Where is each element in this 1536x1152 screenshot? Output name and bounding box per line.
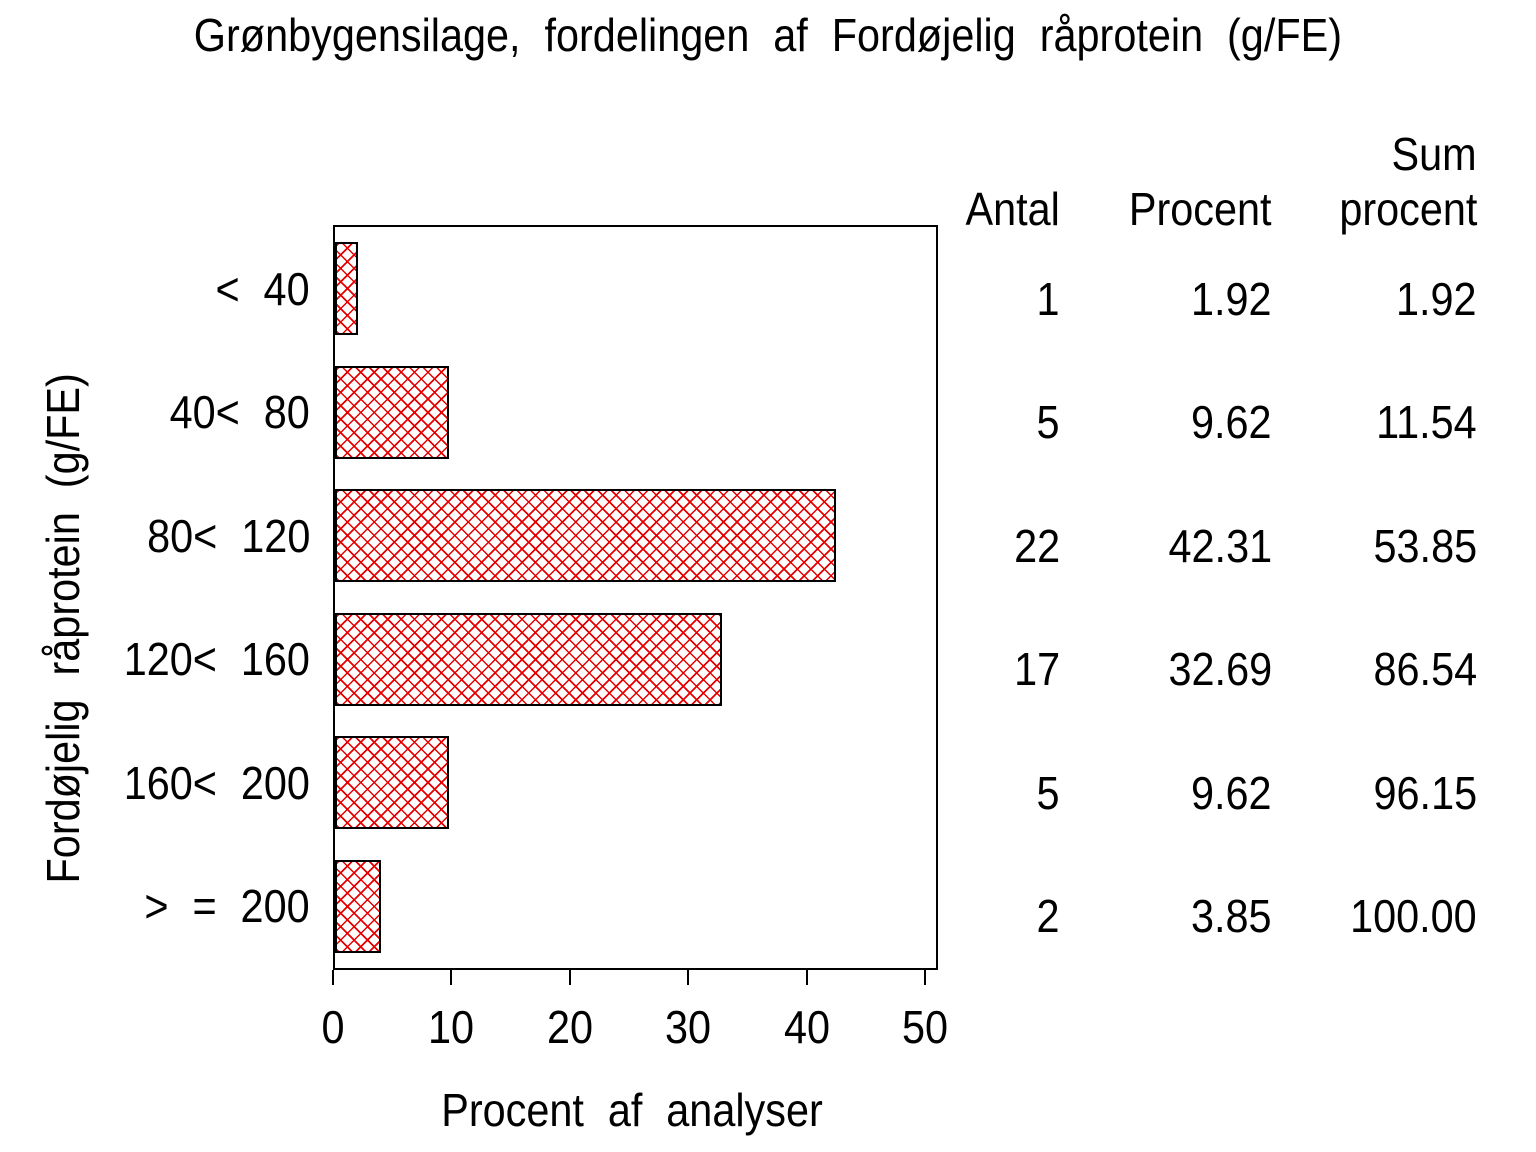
- table-header-sum-line1: Sum: [1391, 128, 1477, 180]
- x-tick-label: 50: [901, 1001, 949, 1053]
- x-tick: [924, 970, 926, 985]
- x-tick-label: 10: [428, 1001, 475, 1053]
- category-label: 80< 120: [146, 509, 310, 562]
- category-label: 40< 80: [169, 386, 310, 439]
- x-tick-label: 0: [321, 1001, 345, 1053]
- x-tick: [450, 970, 453, 985]
- table-cell-procent: 1.92: [1191, 272, 1272, 325]
- x-tick: [332, 970, 334, 985]
- table-header-antal: Antal: [965, 183, 1060, 235]
- x-tick-label: 30: [665, 1001, 712, 1053]
- y-axis-title: Fordøjelig råprotein (g/FE): [37, 373, 89, 884]
- table-cell-sum-procent: 1.92: [1396, 272, 1477, 325]
- table-cell-sum-procent: 96.15: [1373, 766, 1477, 819]
- table-cell-antal: 5: [1036, 396, 1060, 449]
- bar: [335, 612, 723, 706]
- x-axis-title: Procent af analyser: [441, 1084, 823, 1136]
- table-cell-procent: 9.62: [1191, 396, 1272, 449]
- table-cell-antal: 1: [1036, 272, 1060, 325]
- chart-title-wrap: Grønbygensilage, fordelingen af Fordøjel…: [0, 10, 1536, 60]
- bar: [335, 242, 358, 336]
- table-cell-sum-procent: 86.54: [1373, 643, 1477, 696]
- x-tick: [568, 970, 571, 985]
- table-cell-procent: 9.62: [1191, 766, 1272, 819]
- x-tick: [805, 970, 808, 985]
- table-cell-antal: 2: [1036, 890, 1060, 943]
- table-cell-sum-procent: 53.85: [1373, 519, 1477, 572]
- table-cell-sum-procent: 11.54: [1376, 396, 1477, 449]
- x-tick-label: 40: [783, 1001, 830, 1053]
- bar: [335, 489, 836, 583]
- x-tick-label: 20: [546, 1001, 593, 1053]
- bar: [335, 859, 381, 953]
- category-label: 120< 160: [123, 633, 310, 686]
- category-label: 160< 200: [123, 756, 310, 809]
- table-cell-procent: 32.69: [1168, 643, 1272, 696]
- table-header-sum-line2: procent: [1338, 183, 1477, 235]
- x-tick: [687, 970, 690, 985]
- table-cell-procent: 3.85: [1191, 890, 1272, 943]
- table-header-procent: Procent: [1129, 183, 1272, 235]
- chart-title: Grønbygensilage, fordelingen af Fordøjel…: [193, 9, 1343, 61]
- plot-area: [333, 225, 938, 970]
- table-cell-sum-procent: 100.00: [1350, 890, 1477, 943]
- bar: [335, 736, 449, 830]
- table-cell-antal: 5: [1036, 766, 1060, 819]
- table-cell-antal: 17: [1013, 643, 1060, 696]
- table-cell-procent: 42.31: [1168, 519, 1272, 572]
- category-label: > = 200: [144, 880, 310, 933]
- category-label: < 40: [215, 262, 310, 315]
- bar: [335, 365, 449, 459]
- table-cell-antal: 22: [1013, 519, 1060, 572]
